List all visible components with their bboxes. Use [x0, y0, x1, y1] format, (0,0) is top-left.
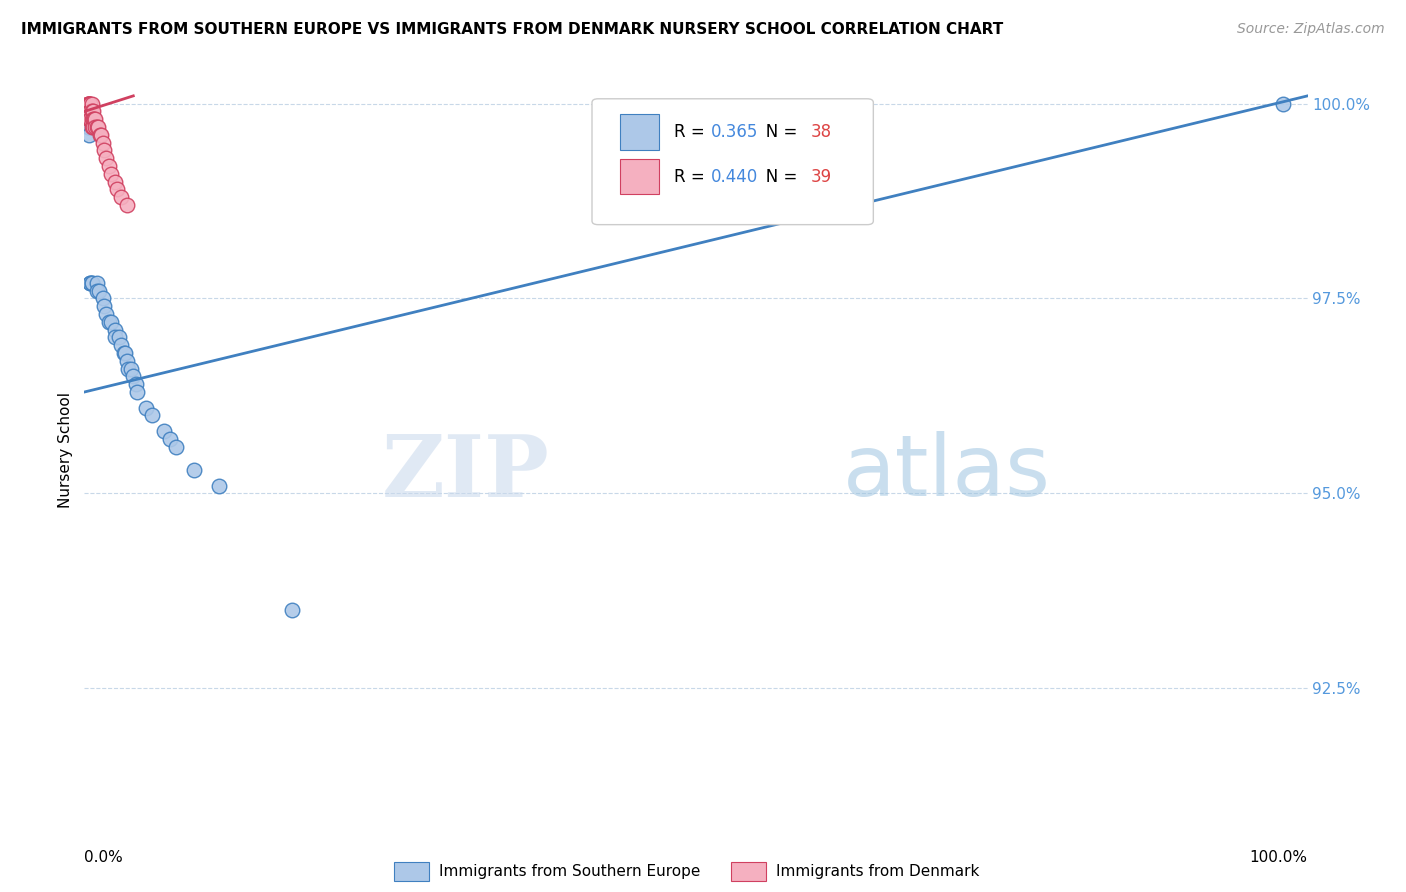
Point: [89, 128, 111, 142]
Point: [86, 120, 108, 134]
Point: [77, 96, 100, 111]
Point: [208, 478, 231, 492]
Point: [86, 276, 108, 290]
Point: [105, 182, 128, 196]
Point: [96, 151, 118, 165]
Point: [79, 96, 101, 111]
Point: [93, 144, 115, 158]
FancyBboxPatch shape: [592, 99, 873, 225]
Point: [104, 330, 127, 344]
Point: [77, 104, 100, 119]
Point: [77, 104, 100, 119]
Point: [135, 401, 157, 415]
FancyBboxPatch shape: [620, 114, 659, 150]
Point: [84, 120, 107, 134]
Point: [80, 96, 103, 111]
Point: [80, 104, 103, 119]
Point: [112, 346, 135, 360]
Text: N =: N =: [749, 168, 803, 186]
Point: [159, 432, 181, 446]
Point: [153, 424, 176, 438]
Point: [100, 167, 122, 181]
Text: Source: ZipAtlas.com: Source: ZipAtlas.com: [1237, 22, 1385, 37]
Text: 39: 39: [811, 168, 832, 186]
Point: [79, 112, 101, 127]
Point: [141, 409, 163, 423]
Text: IMMIGRANTS FROM SOUTHERN EUROPE VS IMMIGRANTS FROM DENMARK NURSERY SCHOOL CORREL: IMMIGRANTS FROM SOUTHERN EUROPE VS IMMIG…: [21, 22, 1004, 37]
Point: [117, 361, 139, 376]
Point: [86, 284, 108, 298]
Point: [114, 346, 136, 360]
Point: [80, 276, 103, 290]
Point: [115, 198, 138, 212]
Point: [281, 603, 304, 617]
Point: [97, 315, 120, 329]
Text: Immigrants from Denmark: Immigrants from Denmark: [776, 864, 980, 879]
Point: [104, 323, 127, 337]
Point: [77, 112, 100, 127]
Point: [100, 315, 122, 329]
Point: [77, 120, 100, 134]
Text: 0.365: 0.365: [710, 123, 758, 141]
Point: [77, 96, 100, 111]
Point: [87, 284, 110, 298]
Text: R =: R =: [673, 168, 710, 186]
Point: [96, 307, 118, 321]
Point: [83, 112, 105, 127]
Point: [77, 96, 100, 111]
FancyBboxPatch shape: [620, 159, 659, 194]
Point: [77, 128, 100, 142]
Point: [77, 96, 100, 111]
Text: atlas: atlas: [842, 431, 1050, 514]
Text: 0.440: 0.440: [710, 168, 758, 186]
Text: 100.0%: 100.0%: [1250, 850, 1308, 865]
Point: [80, 112, 103, 127]
Point: [120, 361, 142, 376]
Point: [82, 104, 104, 119]
Point: [110, 338, 132, 352]
Point: [77, 112, 100, 127]
Text: 0.0%: 0.0%: [84, 850, 124, 865]
Point: [77, 104, 100, 119]
Text: Immigrants from Southern Europe: Immigrants from Southern Europe: [439, 864, 700, 879]
Point: [82, 112, 104, 127]
Point: [84, 112, 107, 127]
Point: [110, 190, 132, 204]
Point: [77, 96, 100, 111]
Point: [79, 104, 101, 119]
Point: [77, 104, 100, 119]
Point: [91, 136, 114, 150]
Point: [91, 292, 114, 306]
Point: [183, 463, 205, 477]
Point: [125, 384, 148, 399]
Point: [115, 354, 138, 368]
Point: [79, 96, 101, 111]
Point: [80, 120, 103, 134]
Text: N =: N =: [749, 123, 803, 141]
Point: [87, 120, 110, 134]
Text: ZIP: ZIP: [381, 431, 550, 515]
Point: [79, 276, 101, 290]
Point: [77, 112, 100, 127]
Point: [79, 104, 101, 119]
Point: [90, 128, 112, 142]
Point: [77, 120, 100, 134]
Point: [1272, 96, 1295, 111]
Point: [80, 276, 103, 290]
Point: [97, 159, 120, 173]
Point: [82, 120, 104, 134]
Point: [93, 299, 115, 313]
Text: R =: R =: [673, 123, 710, 141]
Point: [104, 175, 127, 189]
Point: [125, 377, 148, 392]
Point: [79, 276, 101, 290]
Point: [77, 112, 100, 127]
Y-axis label: Nursery School: Nursery School: [58, 392, 73, 508]
Point: [165, 440, 187, 454]
Text: 38: 38: [811, 123, 832, 141]
Point: [122, 369, 145, 384]
Point: [107, 330, 129, 344]
